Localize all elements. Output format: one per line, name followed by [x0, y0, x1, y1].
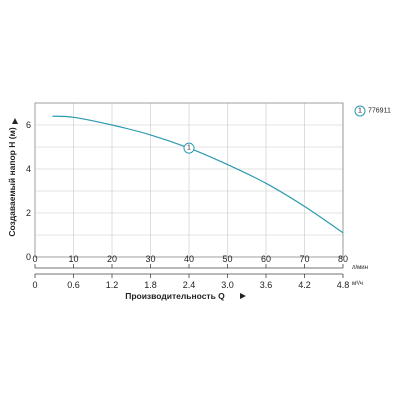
- x-tick-label-secondary: 1.2: [106, 280, 119, 290]
- x-axis-primary: 0 10 20 30 40 50 60 70 80: [32, 254, 348, 269]
- x-tick-label-secondary: 2.4: [183, 280, 196, 290]
- y-tick-label: 4: [26, 164, 31, 174]
- y-tick-label: 2: [26, 208, 31, 218]
- x-tick-label-primary: 10: [68, 254, 78, 264]
- series-marker: 1: [183, 142, 195, 154]
- x-tick-label-secondary: 4.2: [298, 280, 311, 290]
- y-tick-label: 6: [26, 120, 31, 130]
- x-tick-label-primary: 20: [107, 254, 117, 264]
- x-tick-label-secondary: 4.8: [337, 280, 350, 290]
- legend-marker: [354, 105, 366, 117]
- y-axis-ticks: 0 2 4 6: [26, 120, 31, 262]
- x-tick-label-secondary: 1.8: [144, 280, 157, 290]
- x-axis-secondary: 0 0.6 1.2 1.8 2.4 3.0 3.6 4.2 4.8: [32, 273, 350, 290]
- plot-area: [34, 102, 344, 258]
- x-axis-arrow-icon: [240, 293, 246, 299]
- series-line-776911: [52, 115, 344, 234]
- x-tick-label-primary: 70: [299, 254, 309, 264]
- x-tick-label-primary: 40: [184, 254, 194, 264]
- x-tick-label-primary: 80: [338, 254, 348, 264]
- legend-series-name: 776911: [368, 108, 391, 115]
- x-tick-label-primary: 30: [145, 254, 155, 264]
- y-axis-title: Создаваемый напор H (м): [7, 127, 17, 237]
- grid: [35, 103, 344, 257]
- y-axis-title-group: Создаваемый напор H (м): [7, 118, 18, 237]
- x-tick-label-secondary: 0: [32, 280, 37, 290]
- x-axis-primary-unit: л/мин: [352, 265, 368, 271]
- x-axis-title-group: Производительность Q: [125, 291, 246, 301]
- x-axis-secondary-unit: м³/ч: [352, 281, 363, 287]
- y-tick-label: 0: [26, 252, 31, 262]
- x-tick-label-primary: 60: [261, 254, 271, 264]
- x-tick-label-primary: 50: [222, 254, 232, 264]
- x-tick-label-secondary: 3.0: [221, 280, 234, 290]
- series-marker-label: 1: [187, 145, 191, 152]
- x-tick-label-secondary: 0.6: [67, 280, 80, 290]
- x-axis-title: Производительность Q: [125, 291, 225, 301]
- x-tick-label-secondary: 3.6: [260, 280, 273, 290]
- x-tick-label-primary: 0: [32, 254, 37, 264]
- series-marker-circle: [183, 142, 195, 154]
- legend-marker-label: 1: [358, 108, 362, 115]
- y-axis-arrow-icon: [12, 118, 18, 124]
- legend: 1 776911: [354, 105, 391, 117]
